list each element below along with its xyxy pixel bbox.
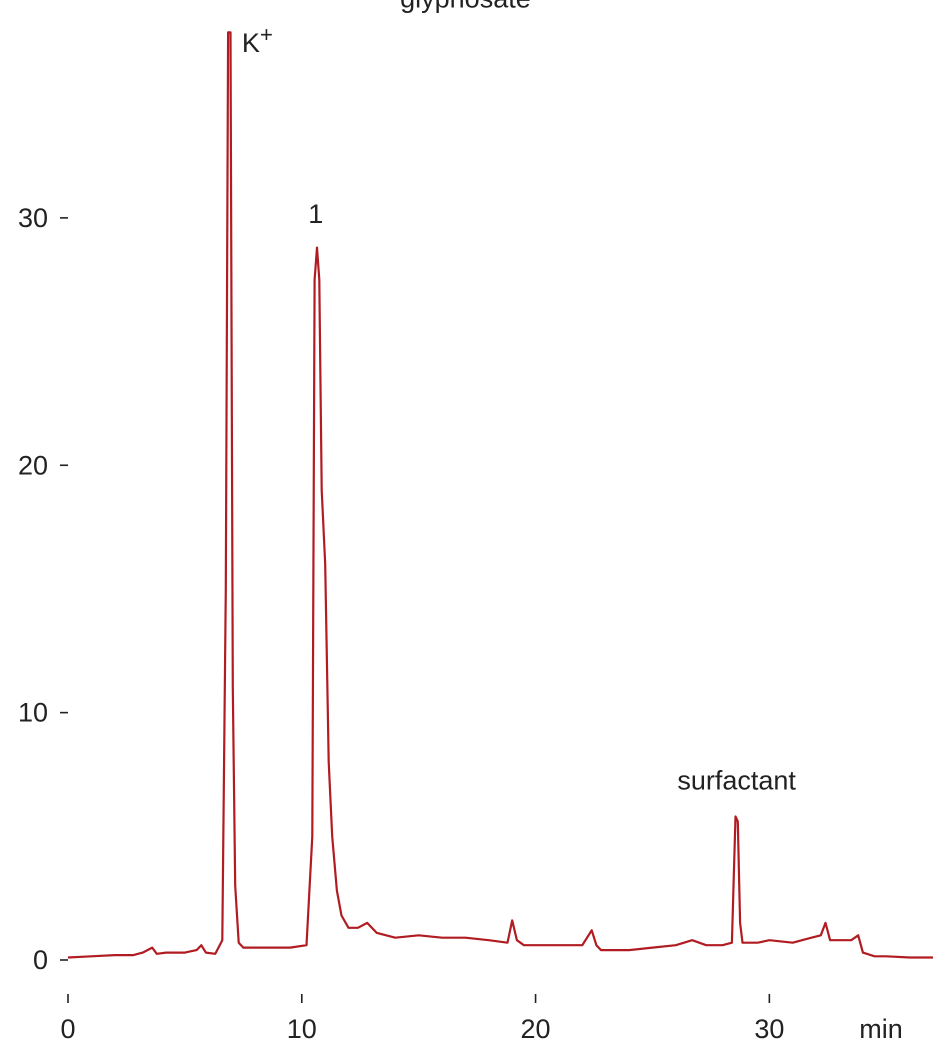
peak-annotation: surfactant [677, 765, 796, 795]
y-tick-label: 30 [18, 203, 48, 233]
x-tick-label: 30 [754, 1014, 784, 1044]
annotations-layer: glyphosate K+ 1 surfactant [242, 0, 796, 795]
peak-annotation: K+ [242, 22, 273, 58]
y-axis: 0 10 20 30 [18, 203, 68, 975]
x-tick-label: 0 [60, 1014, 75, 1044]
x-axis-label: min [859, 1014, 903, 1044]
x-axis: 0 10 20 30 min [60, 994, 903, 1044]
y-tick-label: 0 [33, 945, 48, 975]
y-tick-label: 10 [18, 698, 48, 728]
x-tick-label: 20 [521, 1014, 551, 1044]
series-layer [67, 31, 933, 959]
x-tick-label: 10 [287, 1014, 317, 1044]
series-line [67, 31, 933, 959]
peak-annotation: glyphosate [400, 0, 531, 14]
y-tick-label: 20 [18, 450, 48, 480]
peak-annotation: 1 [308, 199, 323, 229]
